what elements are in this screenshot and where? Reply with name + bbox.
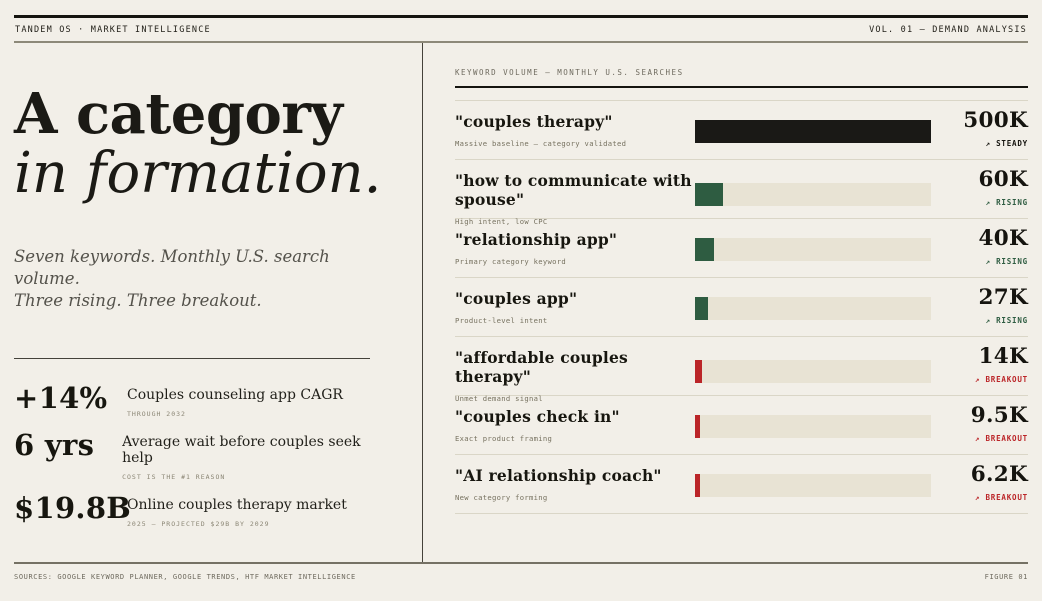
keyword-row-communicate-with-spouse: "how to communicate with spouse" High in… xyxy=(455,159,1028,226)
trend-arrow-icon: ↗ xyxy=(985,316,991,325)
trend-badge: ↗ RISING xyxy=(931,316,1028,325)
keyword-description: Massive baseline — category validated xyxy=(455,139,627,148)
footer-sources: SOURCES: GOOGLE KEYWORD PLANNER, GOOGLE … xyxy=(14,573,356,581)
masthead: TANDEM OS · MARKET INTELLIGENCE VOL. 01 … xyxy=(14,18,1028,41)
main-content: A category in formation. Seven keywords.… xyxy=(14,43,1028,562)
trend-label: BREAKOUT xyxy=(985,493,1028,502)
trend-arrow-icon: ↗ xyxy=(974,375,981,384)
stat-wait-time: 6 yrs Average wait before couples seek h… xyxy=(14,427,384,481)
volume-bar-track xyxy=(695,296,931,320)
page-title-line2: in formation. xyxy=(14,141,382,207)
volume-value: 500K xyxy=(963,108,1028,133)
keyword-label: "couples check in" xyxy=(455,407,620,426)
volume-bar-track xyxy=(695,237,931,261)
keyword-description: Product-level intent xyxy=(455,316,548,325)
keyword-row-couples-app: "couples app" Product-level intent 27K ↗… xyxy=(455,277,1028,336)
keyword-label: "AI relationship coach" xyxy=(455,466,662,485)
chart-heading: KEYWORD VOLUME — MONTHLY U.S. SEARCHES xyxy=(455,68,684,77)
volume-value: 9.5K xyxy=(970,403,1028,428)
trend-arrow-icon: ↗ xyxy=(985,198,991,207)
trend-badge: ↗ BREAKOUT xyxy=(931,375,1028,384)
subtitle-line2: Three rising. Three breakout. xyxy=(14,291,262,311)
subtitle-line1: Seven keywords. Monthly U.S. search volu… xyxy=(14,246,330,288)
stat-market-size: $19.8B Online couples therapy market 202… xyxy=(14,490,384,528)
keyword-row-couples-therapy: "couples therapy" Massive baseline — cat… xyxy=(455,100,1028,159)
volume-bar-track xyxy=(695,182,931,206)
volume-bar-fill xyxy=(695,119,931,143)
volume-bar-track xyxy=(695,119,931,143)
volume-bar-fill xyxy=(695,296,708,320)
volume-bar-fill xyxy=(695,359,702,383)
trend-label: RISING xyxy=(996,316,1028,325)
page-subtitle: Seven keywords. Monthly U.S. search volu… xyxy=(14,246,384,313)
chart-heading-rule xyxy=(455,86,1028,88)
intro-divider xyxy=(14,357,370,359)
intro-column: A category in formation. Seven keywords.… xyxy=(14,43,422,562)
masthead-rule xyxy=(14,41,1028,43)
stat-cagr: +14% Couples counseling app CAGR THROUGH… xyxy=(14,380,384,418)
footer: SOURCES: GOOGLE KEYWORD PLANNER, GOOGLE … xyxy=(14,562,1028,581)
keyword-description: High intent, low CPC xyxy=(455,217,548,226)
keyword-label: "couples therapy" xyxy=(455,112,613,131)
volume-bar-track xyxy=(695,359,931,383)
masthead-volume: VOL. 01 — DEMAND ANALYSIS xyxy=(869,25,1027,35)
keyword-row-affordable-couples-therapy: "affordable couples therapy" Unmet deman… xyxy=(455,336,1028,403)
volume-bar-track xyxy=(695,414,931,438)
footer-figure: FIGURE 01 xyxy=(984,573,1028,581)
volume-bar-fill xyxy=(695,414,701,438)
trend-badge: ↗ RISING xyxy=(931,257,1028,266)
top-rule xyxy=(14,15,1028,18)
stat-note: THROUGH 2032 xyxy=(127,409,186,418)
stat-note: 2025 — PROJECTED $29B BY 2029 xyxy=(127,519,270,528)
volume-value: 40K xyxy=(978,226,1028,251)
keyword-description: Primary category keyword xyxy=(455,257,567,266)
trend-arrow-icon: ↗ xyxy=(974,493,981,502)
page-title: A category in formation. xyxy=(14,81,384,207)
trend-badge: ↗ STEADY xyxy=(931,139,1028,148)
trend-arrow-icon: ↗ xyxy=(985,257,991,266)
trend-badge: ↗ BREAKOUT xyxy=(931,434,1028,443)
stat-note: COST IS THE #1 REASON xyxy=(122,472,226,481)
keyword-description: Exact product framing xyxy=(455,434,553,443)
keyword-label: "relationship app" xyxy=(455,230,618,249)
stat-label: Average wait before couples seek help xyxy=(122,433,361,466)
trend-label: STEADY xyxy=(996,139,1028,148)
keyword-description: Unmet demand signal xyxy=(455,394,543,403)
page-title-line1: A category xyxy=(14,81,343,147)
stats-list: +14% Couples counseling app CAGR THROUGH… xyxy=(14,380,384,528)
keyword-label: "couples app" xyxy=(455,289,578,308)
masthead-brand: TANDEM OS · MARKET INTELLIGENCE xyxy=(15,25,211,35)
volume-bar-track xyxy=(695,473,931,497)
stat-label: Couples counseling app CAGR xyxy=(127,386,343,403)
stat-label: Online couples therapy market xyxy=(127,496,347,513)
stat-value: +14% xyxy=(14,380,108,415)
volume-value: 27K xyxy=(978,285,1028,310)
keyword-rows: "couples therapy" Massive baseline — cat… xyxy=(455,100,1028,514)
keyword-row-couples-check-in: "couples check in" Exact product framing… xyxy=(455,395,1028,454)
chart-column: KEYWORD VOLUME — MONTHLY U.S. SEARCHES "… xyxy=(422,43,1028,562)
trend-label: BREAKOUT xyxy=(985,434,1028,443)
trend-arrow-icon: ↗ xyxy=(985,139,991,148)
trend-label: RISING xyxy=(996,257,1028,266)
keyword-label: "how to communicate with spouse" xyxy=(455,171,692,209)
volume-bar-fill xyxy=(695,473,700,497)
stat-value: $19.8B xyxy=(14,490,132,525)
keyword-label: "affordable couples therapy" xyxy=(455,348,628,386)
keyword-description: New category forming xyxy=(455,493,548,502)
trend-label: BREAKOUT xyxy=(985,375,1028,384)
volume-bar-fill xyxy=(695,237,714,261)
keyword-row-ai-relationship-coach: "AI relationship coach" New category for… xyxy=(455,454,1028,513)
keyword-row-relationship-app: "relationship app" Primary category keyw… xyxy=(455,218,1028,277)
volume-value: 14K xyxy=(978,344,1028,369)
stat-value: 6 yrs xyxy=(14,427,95,462)
volume-value: 60K xyxy=(978,167,1028,192)
trend-badge: ↗ RISING xyxy=(931,198,1028,207)
volume-value: 6.2K xyxy=(970,462,1028,487)
trend-badge: ↗ BREAKOUT xyxy=(931,493,1028,502)
trend-label: RISING xyxy=(996,198,1028,207)
volume-bar-fill xyxy=(695,182,724,206)
trend-arrow-icon: ↗ xyxy=(974,434,981,443)
